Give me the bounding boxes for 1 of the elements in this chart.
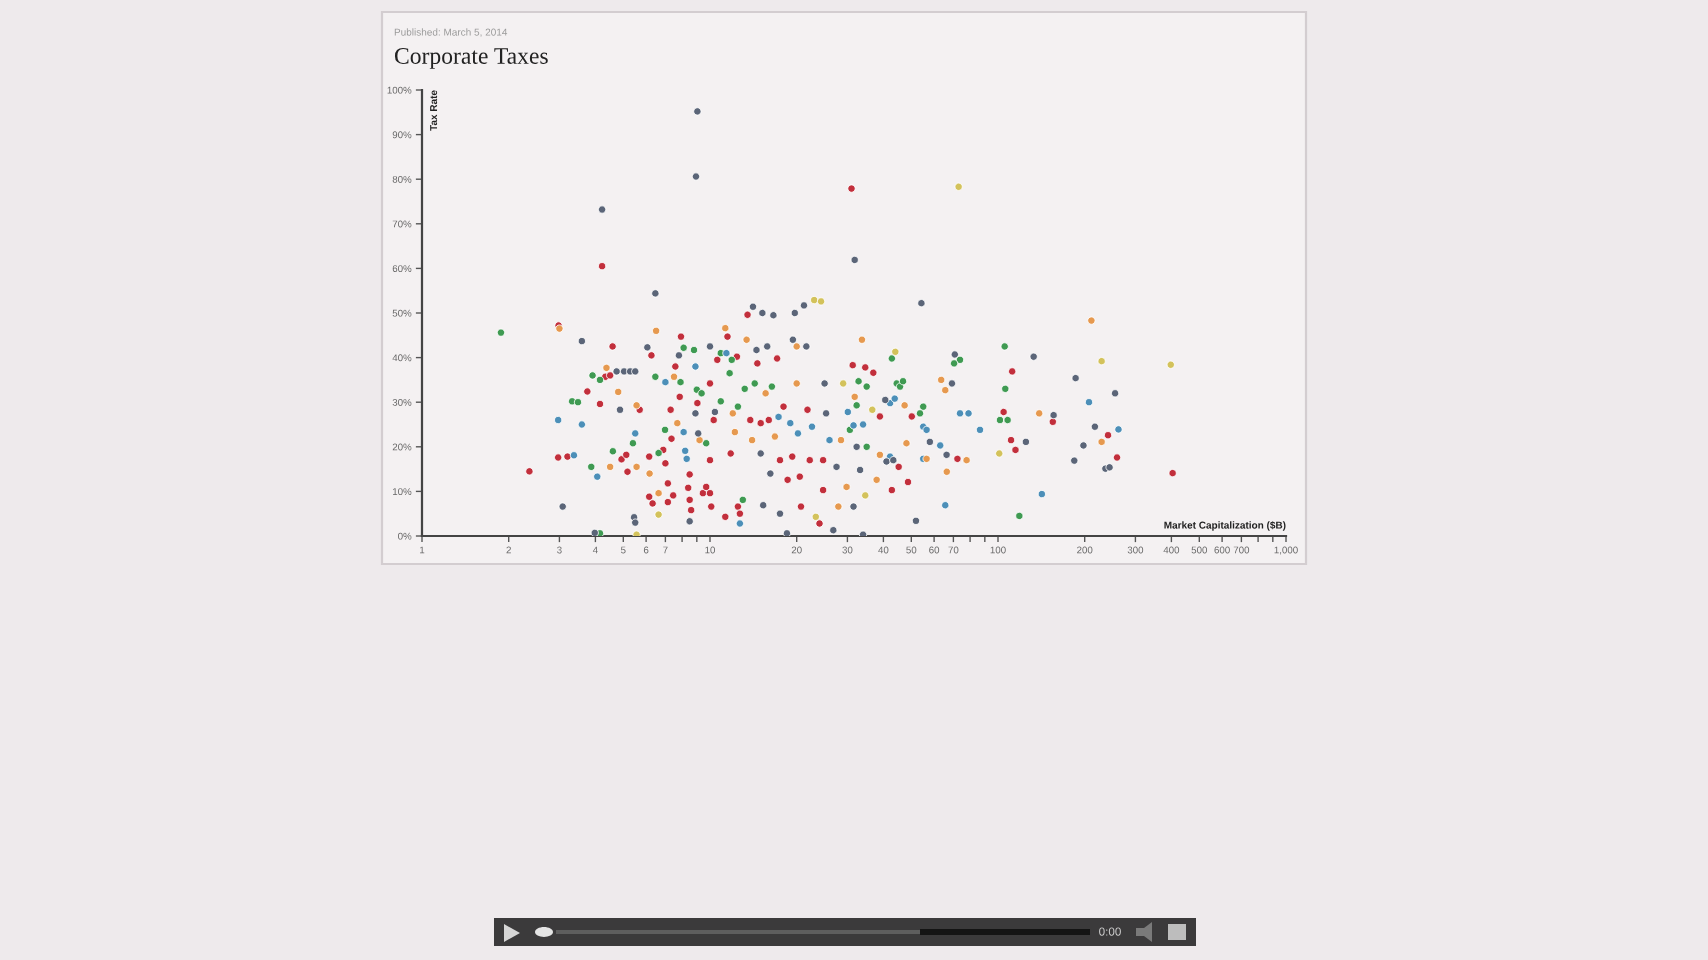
chart-title: Corporate Taxes <box>394 48 548 69</box>
